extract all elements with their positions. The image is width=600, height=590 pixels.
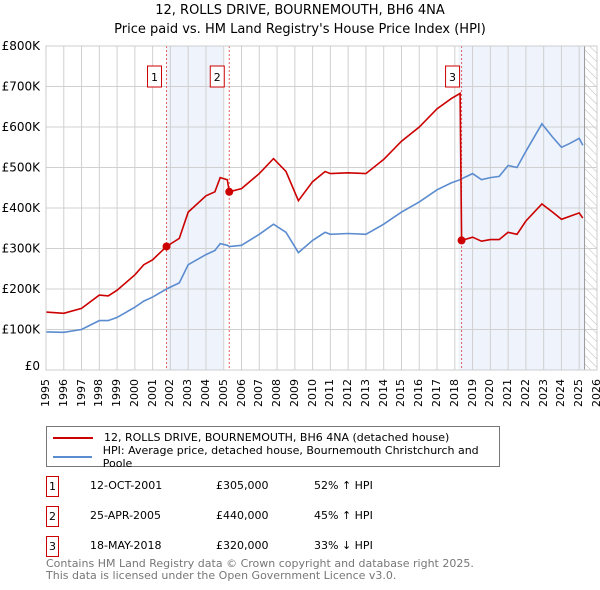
transaction-date: 12-OCT-2001 — [90, 479, 163, 492]
x-tick-label: 1998 — [92, 379, 106, 407]
x-tick-label: 2003 — [181, 379, 195, 407]
x-tick-label: 2002 — [163, 379, 177, 407]
sale-label: 3 — [449, 71, 456, 84]
x-tick-label: 2009 — [287, 379, 301, 407]
y-tick-label: £100K — [2, 323, 42, 337]
x-tick-label: 2006 — [234, 379, 248, 407]
x-tick-label: 2008 — [270, 379, 284, 407]
x-tick-label: 2024 — [554, 379, 568, 407]
chart-title: 12, ROLLS DRIVE, BOURNEMOUTH, BH6 4NA — [155, 3, 445, 18]
x-tick-label: 2016 — [412, 379, 426, 407]
transaction-price: £440,000 — [216, 509, 269, 522]
x-tick-label: 1996 — [56, 379, 70, 407]
legend: 12, ROLLS DRIVE, BOURNEMOUTH, BH6 4NA (d… — [46, 426, 500, 470]
transaction-number: 2 — [46, 506, 59, 527]
legend-item-property: 12, ROLLS DRIVE, BOURNEMOUTH, BH6 4NA (d… — [53, 428, 449, 447]
y-tick-label: £500K — [2, 161, 42, 175]
x-tick-label: 2001 — [145, 379, 159, 407]
y-tick-label: £700K — [2, 80, 42, 94]
x-tick-label: 2000 — [127, 379, 141, 407]
sale-label: 1 — [151, 71, 158, 84]
x-tick-label: 2017 — [430, 379, 444, 407]
transaction-hpi: 33% ↓ HPI — [314, 539, 373, 552]
sale-label-box — [209, 65, 225, 88]
transaction-price: £320,000 — [216, 539, 269, 552]
x-tick-label: 1995 — [39, 379, 52, 407]
transaction-price: £305,000 — [216, 479, 269, 492]
sale-point — [162, 242, 171, 251]
sale-label-box — [445, 65, 461, 88]
series-line — [45, 122, 584, 334]
sale-point — [225, 187, 234, 196]
x-tick-label: 2007 — [252, 379, 266, 407]
chart-subtitle: Price paid vs. HM Land Registry's House … — [114, 22, 486, 37]
y-tick-label: £0 — [25, 359, 40, 373]
x-tick-label: 2019 — [465, 379, 479, 407]
transaction-date: 25-APR-2005 — [90, 509, 162, 522]
x-tick-label: 2012 — [341, 379, 355, 407]
transaction-row: 2 25-APR-2005 £440,000 45% ↑ HPI — [46, 506, 446, 528]
x-tick-label: 2026 — [590, 379, 600, 407]
x-tick-label: 2011 — [323, 379, 337, 407]
transaction-hpi: 52% ↑ HPI — [314, 479, 373, 492]
x-tick-label: 2020 — [483, 379, 497, 407]
legend-swatch-blue — [53, 455, 92, 458]
x-tick-label: 2021 — [501, 379, 515, 407]
series-line — [45, 92, 584, 315]
y-tick-label: £200K — [2, 282, 42, 296]
x-tick-label: 2022 — [518, 379, 532, 407]
y-tick-label: £800K — [2, 39, 42, 53]
x-tick-label: 1997 — [74, 379, 88, 407]
sale-label-box — [147, 65, 163, 88]
x-tick-label: 2010 — [305, 379, 319, 407]
transaction-date: 18-MAY-2018 — [90, 539, 162, 552]
x-tick-label: 2018 — [447, 379, 461, 407]
x-tick-label: 2014 — [376, 379, 390, 407]
footer-licence: This data is licensed under the Open Gov… — [46, 569, 397, 582]
x-tick-label: 2013 — [358, 379, 372, 407]
legend-swatch-red — [53, 436, 93, 439]
price-chart: £0 £100K £200K £300K £400K £500K £600K £700K £80… — [2, 39, 598, 373]
transaction-hpi: 45% ↑ HPI — [314, 509, 373, 522]
plot-border — [45, 45, 598, 371]
y-tick-label: £300K — [2, 242, 42, 256]
x-tick-label: 2005 — [216, 379, 230, 407]
footer: Contains HM Land Registry data © Crown c… — [46, 558, 474, 582]
legend-label: HPI: Average price, detached house, Bour… — [102, 443, 479, 470]
transaction-row: 1 12-OCT-2001 £305,000 52% ↑ HPI — [46, 476, 446, 498]
x-tick-label: 2025 — [572, 379, 586, 407]
footer-copyright: Contains HM Land Registry data © Crown c… — [46, 557, 474, 570]
sale-point — [457, 236, 466, 245]
sale-label: 2 — [214, 71, 221, 84]
x-tick-label: 2015 — [394, 379, 408, 407]
legend-label: 12, ROLLS DRIVE, BOURNEMOUTH, BH6 4NA (d… — [104, 431, 450, 444]
legend-item-hpi: HPI: Average price, detached house, Bour… — [53, 444, 499, 470]
transaction-number: 3 — [46, 536, 59, 557]
transaction-row: 3 18-MAY-2018 £320,000 33% ↓ HPI — [46, 536, 446, 558]
x-tick-label: 1999 — [110, 379, 124, 407]
x-tick-label: 2023 — [536, 379, 550, 407]
y-tick-label: £400K — [2, 201, 42, 215]
y-tick-label: £600K — [2, 120, 42, 134]
transaction-number: 1 — [46, 476, 59, 497]
x-tick-label: 2004 — [198, 379, 212, 407]
